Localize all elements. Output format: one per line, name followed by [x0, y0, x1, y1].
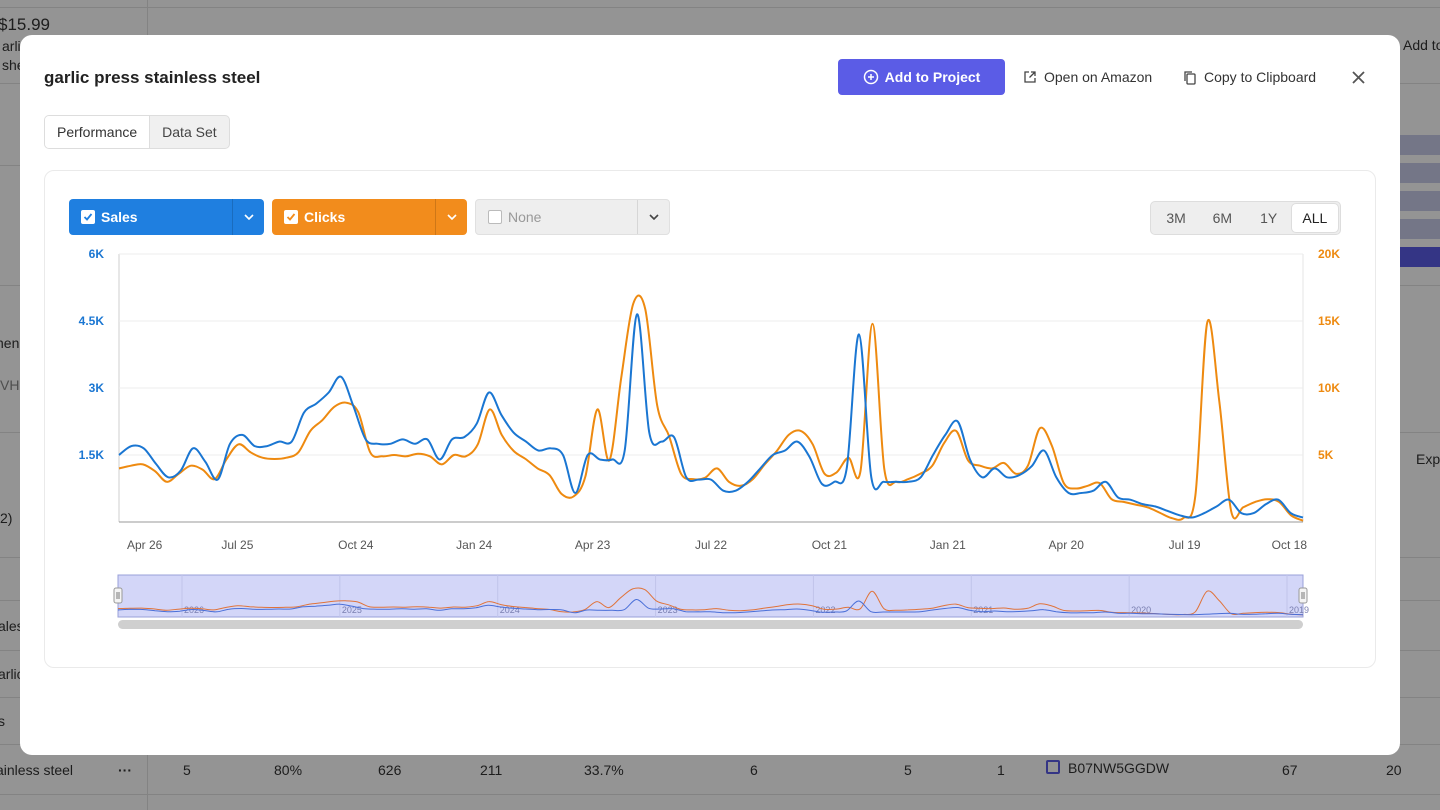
view-tabs: Performance Data Set [44, 115, 230, 149]
metric-select-none[interactable]: None [475, 199, 670, 235]
open-on-amazon-button[interactable]: Open on Amazon [1023, 59, 1152, 95]
checkbox-unchecked-icon[interactable] [488, 210, 502, 224]
bg-row-cell: 80% [274, 762, 303, 778]
bg-row-more: ··· [118, 762, 132, 778]
bg-fragment: 2) [0, 510, 13, 526]
bg-row-cell: 211 [480, 762, 503, 778]
bg-keyword: ainless steel [0, 762, 74, 778]
metric-label-clicks: Clicks [304, 209, 346, 225]
metric-label-sales: Sales [101, 209, 138, 225]
open-on-amazon-label: Open on Amazon [1044, 69, 1153, 85]
copy-icon [1184, 70, 1196, 85]
range-6m-button[interactable]: 6M [1212, 210, 1233, 226]
bg-fragment: s [0, 713, 5, 729]
add-to-project-label: Add to Project [884, 69, 981, 85]
checkbox-checked-icon[interactable] [284, 210, 298, 224]
bg-fragment: arlic [0, 666, 24, 682]
bg-divider [0, 794, 1440, 795]
metric-select-sales[interactable]: Sales [69, 199, 264, 235]
tab-data-set[interactable]: Data Set [162, 124, 217, 140]
bg-bar [1400, 163, 1440, 183]
bg-row-cell: 626 [378, 762, 402, 778]
copy-to-clipboard-label: Copy to Clipboard [1204, 69, 1317, 85]
time-range-selector: 3M 6M 1Y ALL [1150, 201, 1341, 235]
bg-bar [1400, 219, 1440, 239]
chevron-down-icon[interactable] [637, 200, 669, 234]
bg-row-cell: 1 [997, 762, 1005, 778]
add-to-project-button[interactable]: Add to Project [838, 59, 1005, 95]
tab-performance[interactable]: Performance [45, 116, 151, 148]
copy-to-clipboard-button[interactable]: Copy to Clipboard [1183, 59, 1316, 95]
close-button[interactable] [1346, 65, 1370, 89]
bg-divider [0, 7, 1440, 8]
bg-bar [1400, 191, 1440, 211]
bg-fragment: nen [0, 335, 20, 351]
modal-title: garlic press stainless steel [44, 68, 261, 87]
bg-fragment: ales [0, 618, 24, 634]
image-icon [1046, 760, 1060, 774]
range-1y-button[interactable]: 1Y [1260, 210, 1278, 226]
chevron-down-icon[interactable] [232, 199, 264, 235]
bg-fragment: she [2, 57, 25, 73]
performance-panel: Sales Clicks None [44, 170, 1376, 668]
close-icon [1351, 70, 1365, 84]
bg-row-cell: 5 [904, 762, 912, 778]
bg-row-cell: 5 [183, 762, 191, 778]
bg-bar [1400, 135, 1440, 155]
plus-circle-icon [863, 69, 878, 85]
bg-fragment: VH [0, 377, 20, 393]
metric-select-clicks[interactable]: Clicks [272, 199, 467, 235]
range-3m-button[interactable]: 3M [1166, 210, 1186, 226]
checkbox-checked-icon[interactable] [81, 210, 95, 224]
bg-add-to: Add to [1403, 37, 1440, 53]
bg-asin: B07NW5GGDW [1068, 760, 1170, 776]
bg-row-cell: 20 [1386, 762, 1402, 778]
bg-row-cell: 67 [1282, 762, 1298, 778]
bg-row-cell: 6 [750, 762, 758, 778]
bg-price: $15.99 [0, 15, 50, 34]
product-modal: garlic press stainless steel Add to Proj… [20, 35, 1400, 755]
metric-label-none: None [508, 209, 542, 225]
range-all-button[interactable]: ALL [1291, 204, 1338, 232]
external-link-icon [1024, 71, 1036, 83]
bg-bar [1400, 247, 1440, 267]
bg-row-cell: 33.7% [584, 762, 624, 778]
chevron-down-icon[interactable] [435, 199, 467, 235]
bg-export: Exp [1416, 451, 1440, 467]
